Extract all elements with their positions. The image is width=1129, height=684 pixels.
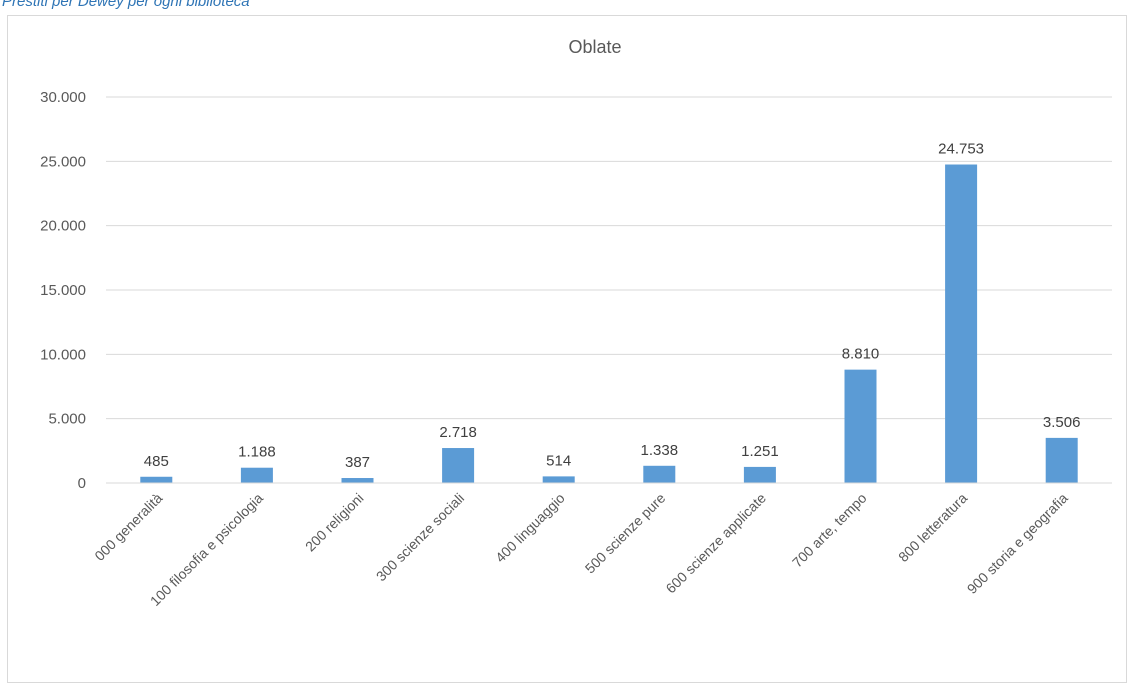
data-label: 514 <box>546 452 571 469</box>
data-label: 24.753 <box>938 141 984 158</box>
x-tick-label: 700 arte, tempo <box>789 490 870 571</box>
bar-chart: Oblate 0 5.000 10.000 15.000 20.000 25.000 30.… <box>40 37 1112 609</box>
data-label: 1.338 <box>641 442 679 459</box>
bar <box>1045 437 1078 483</box>
x-tick-label: 800 letteratura <box>895 490 970 565</box>
bar <box>743 466 776 483</box>
y-tick-label: 0 <box>78 475 86 492</box>
y-tick-label: 10.000 <box>40 346 86 363</box>
x-tick-label: 500 scienze pure <box>582 490 669 577</box>
x-tick-label: 600 scienze applicate <box>662 490 769 597</box>
y-tick-label: 30.000 <box>40 89 86 106</box>
data-label: 1.188 <box>238 444 276 461</box>
x-tick-label: 000 generalità <box>91 490 165 564</box>
bar <box>844 369 877 483</box>
x-tick-label: 300 scienze sociali <box>373 490 467 584</box>
bar <box>442 448 475 483</box>
x-tick-label: 200 religioni <box>302 490 367 555</box>
x-tick-label: 900 storia e geografia <box>964 490 1071 597</box>
bar <box>542 476 575 483</box>
data-label: 1.251 <box>741 443 779 460</box>
data-label: 2.718 <box>439 424 477 441</box>
bar <box>341 478 374 483</box>
data-label: 8.810 <box>842 346 880 363</box>
bar <box>240 467 273 483</box>
bar <box>945 164 978 483</box>
y-tick-label: 20.000 <box>40 218 86 235</box>
bar <box>643 465 676 483</box>
chart-caption: Prestiti per Dewey per ogni biblioteca <box>2 0 250 10</box>
chart-title: Oblate <box>568 37 621 57</box>
data-label: 485 <box>144 453 169 470</box>
chart-area: Oblate 0 5.000 10.000 15.000 20.000 25.000 30.… <box>7 15 1127 683</box>
bar <box>140 476 173 483</box>
x-tick-label: 400 linguaggio <box>492 490 568 566</box>
data-label: 3.506 <box>1043 414 1081 431</box>
y-tick-label: 5.000 <box>48 411 86 428</box>
x-tick-label: 100 filosofia e psicologia <box>147 490 266 609</box>
y-tick-label: 25.000 <box>40 153 86 170</box>
y-tick-label: 15.000 <box>40 282 86 299</box>
data-label: 387 <box>345 454 370 471</box>
